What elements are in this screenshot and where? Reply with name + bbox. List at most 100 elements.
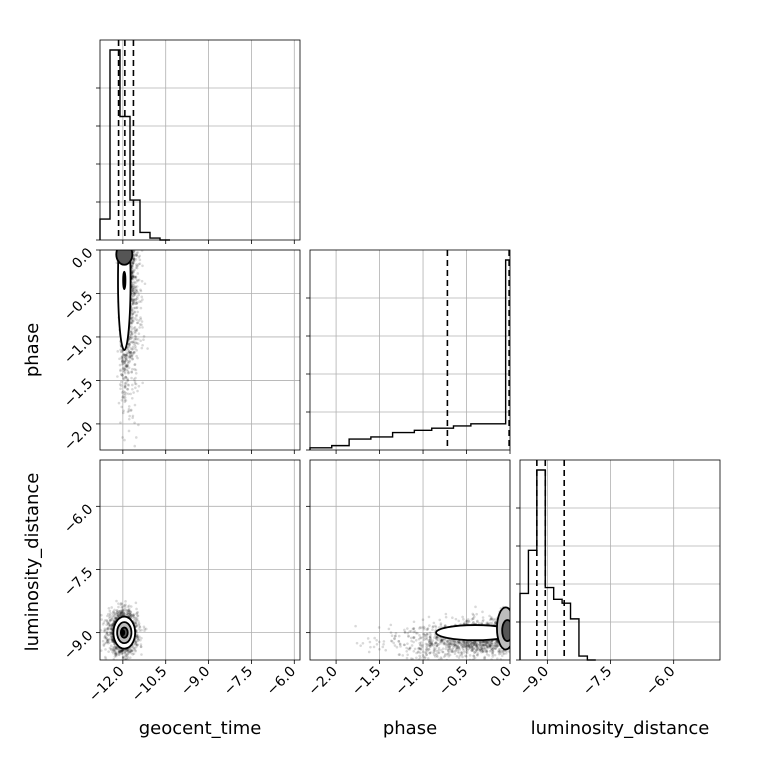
sample-point bbox=[122, 369, 126, 373]
sample-point bbox=[459, 641, 462, 644]
sample-point bbox=[128, 356, 131, 360]
sample-point bbox=[109, 631, 112, 635]
sample-point bbox=[124, 649, 128, 653]
sample-point bbox=[453, 652, 457, 656]
sample-point bbox=[450, 650, 454, 653]
sample-point bbox=[412, 630, 415, 634]
sample-point bbox=[435, 636, 439, 639]
sample-point bbox=[119, 651, 122, 654]
sample-point bbox=[474, 644, 478, 648]
sample-point bbox=[114, 617, 117, 621]
sample-point bbox=[116, 613, 120, 617]
sample-point bbox=[447, 647, 450, 651]
sample-point bbox=[131, 646, 134, 649]
sample-point bbox=[116, 613, 119, 616]
sample-point bbox=[134, 258, 138, 261]
sample-point bbox=[133, 380, 137, 383]
sample-point bbox=[126, 650, 130, 653]
sample-point bbox=[448, 647, 452, 650]
sample-point bbox=[119, 650, 123, 653]
sample-point bbox=[491, 649, 495, 653]
sample-point bbox=[452, 650, 455, 653]
sample-point bbox=[434, 647, 437, 650]
sample-point bbox=[129, 613, 132, 616]
sample-point bbox=[111, 614, 115, 618]
sample-point bbox=[131, 287, 134, 291]
sample-point bbox=[430, 643, 433, 646]
histogram-bar bbox=[140, 232, 150, 240]
sample-point bbox=[129, 337, 133, 340]
sample-point bbox=[120, 649, 123, 652]
sample-point bbox=[475, 665, 478, 668]
sample-point bbox=[105, 638, 109, 641]
sample-point bbox=[116, 611, 119, 615]
sample-point bbox=[136, 291, 140, 294]
sample-point bbox=[111, 623, 114, 627]
sample-point bbox=[432, 644, 435, 647]
sample-point bbox=[491, 653, 495, 656]
sample-point bbox=[478, 649, 481, 653]
sample-point bbox=[384, 661, 387, 664]
sample-point bbox=[136, 264, 139, 267]
sample-point bbox=[449, 642, 453, 645]
sample-point bbox=[100, 629, 103, 632]
sample-point bbox=[416, 651, 420, 654]
histogram-bar bbox=[571, 619, 579, 660]
sample-point bbox=[115, 599, 118, 603]
sample-point bbox=[397, 639, 401, 643]
sample-point bbox=[449, 642, 452, 646]
sample-point bbox=[496, 657, 499, 660]
sample-point bbox=[100, 613, 103, 617]
sample-point bbox=[125, 649, 129, 652]
sample-point bbox=[132, 294, 135, 298]
sample-point bbox=[121, 396, 124, 399]
sample-point bbox=[421, 618, 425, 622]
sample-point bbox=[464, 644, 467, 648]
sample-point bbox=[106, 621, 110, 625]
2d-panel-geocent_time-phase bbox=[96, 249, 301, 454]
sample-point bbox=[125, 357, 128, 360]
sample-point bbox=[126, 363, 129, 367]
sample-point bbox=[487, 645, 491, 649]
sample-point bbox=[126, 355, 130, 358]
sample-point bbox=[124, 354, 127, 357]
sample-point bbox=[467, 644, 471, 648]
sample-point bbox=[487, 654, 491, 657]
sample-point bbox=[412, 636, 416, 640]
sample-point bbox=[123, 359, 127, 362]
sample-point bbox=[128, 342, 131, 346]
sample-point bbox=[134, 620, 138, 624]
sample-point bbox=[127, 417, 131, 421]
sample-point bbox=[105, 631, 109, 634]
sample-point bbox=[413, 647, 417, 651]
sample-point bbox=[131, 312, 135, 316]
sample-point bbox=[133, 617, 137, 620]
sample-point bbox=[124, 375, 128, 379]
sample-point bbox=[424, 634, 427, 638]
sample-point bbox=[130, 332, 134, 336]
sample-point bbox=[493, 644, 497, 648]
sample-point bbox=[128, 352, 132, 355]
sample-point bbox=[120, 649, 124, 653]
sample-point bbox=[130, 295, 134, 299]
x-tick-label-geocent_time: −10.5 bbox=[129, 664, 171, 706]
sample-point bbox=[134, 263, 138, 266]
sample-point bbox=[488, 621, 492, 625]
sample-point bbox=[462, 640, 466, 644]
sample-point bbox=[132, 351, 136, 355]
sample-point bbox=[473, 651, 476, 654]
sample-point bbox=[125, 653, 129, 656]
sample-point bbox=[113, 616, 116, 619]
sample-point bbox=[481, 643, 484, 647]
sample-point bbox=[491, 646, 495, 649]
sample-point bbox=[447, 642, 451, 646]
sample-point bbox=[123, 368, 127, 372]
sample-point bbox=[435, 654, 439, 657]
sample-point bbox=[117, 649, 121, 653]
sample-point bbox=[132, 275, 136, 279]
panel-background bbox=[100, 250, 300, 450]
sample-point bbox=[121, 395, 125, 398]
sample-point bbox=[505, 650, 509, 653]
sample-point bbox=[134, 275, 138, 279]
sample-point bbox=[124, 353, 128, 357]
